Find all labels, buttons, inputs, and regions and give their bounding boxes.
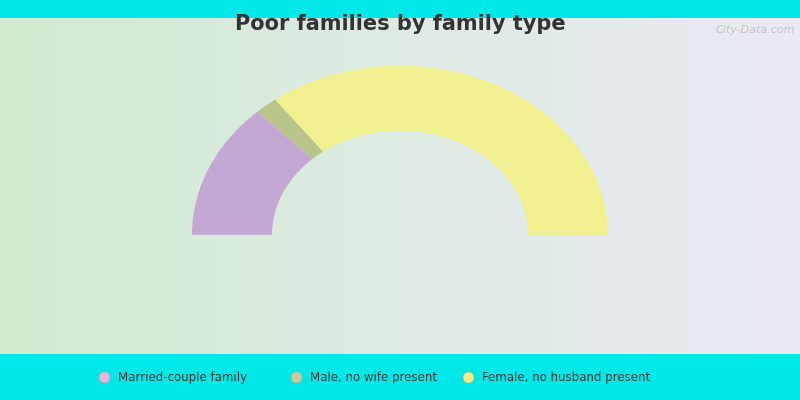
Text: Female, no husband present: Female, no husband present	[482, 370, 650, 384]
Wedge shape	[258, 100, 323, 159]
Text: City-Data.com: City-Data.com	[715, 24, 794, 34]
Wedge shape	[192, 112, 312, 235]
Text: Married-couple family: Married-couple family	[118, 370, 247, 384]
Wedge shape	[275, 66, 608, 235]
Text: Poor families by family type: Poor families by family type	[234, 14, 566, 34]
Text: Male, no wife present: Male, no wife present	[310, 370, 438, 384]
